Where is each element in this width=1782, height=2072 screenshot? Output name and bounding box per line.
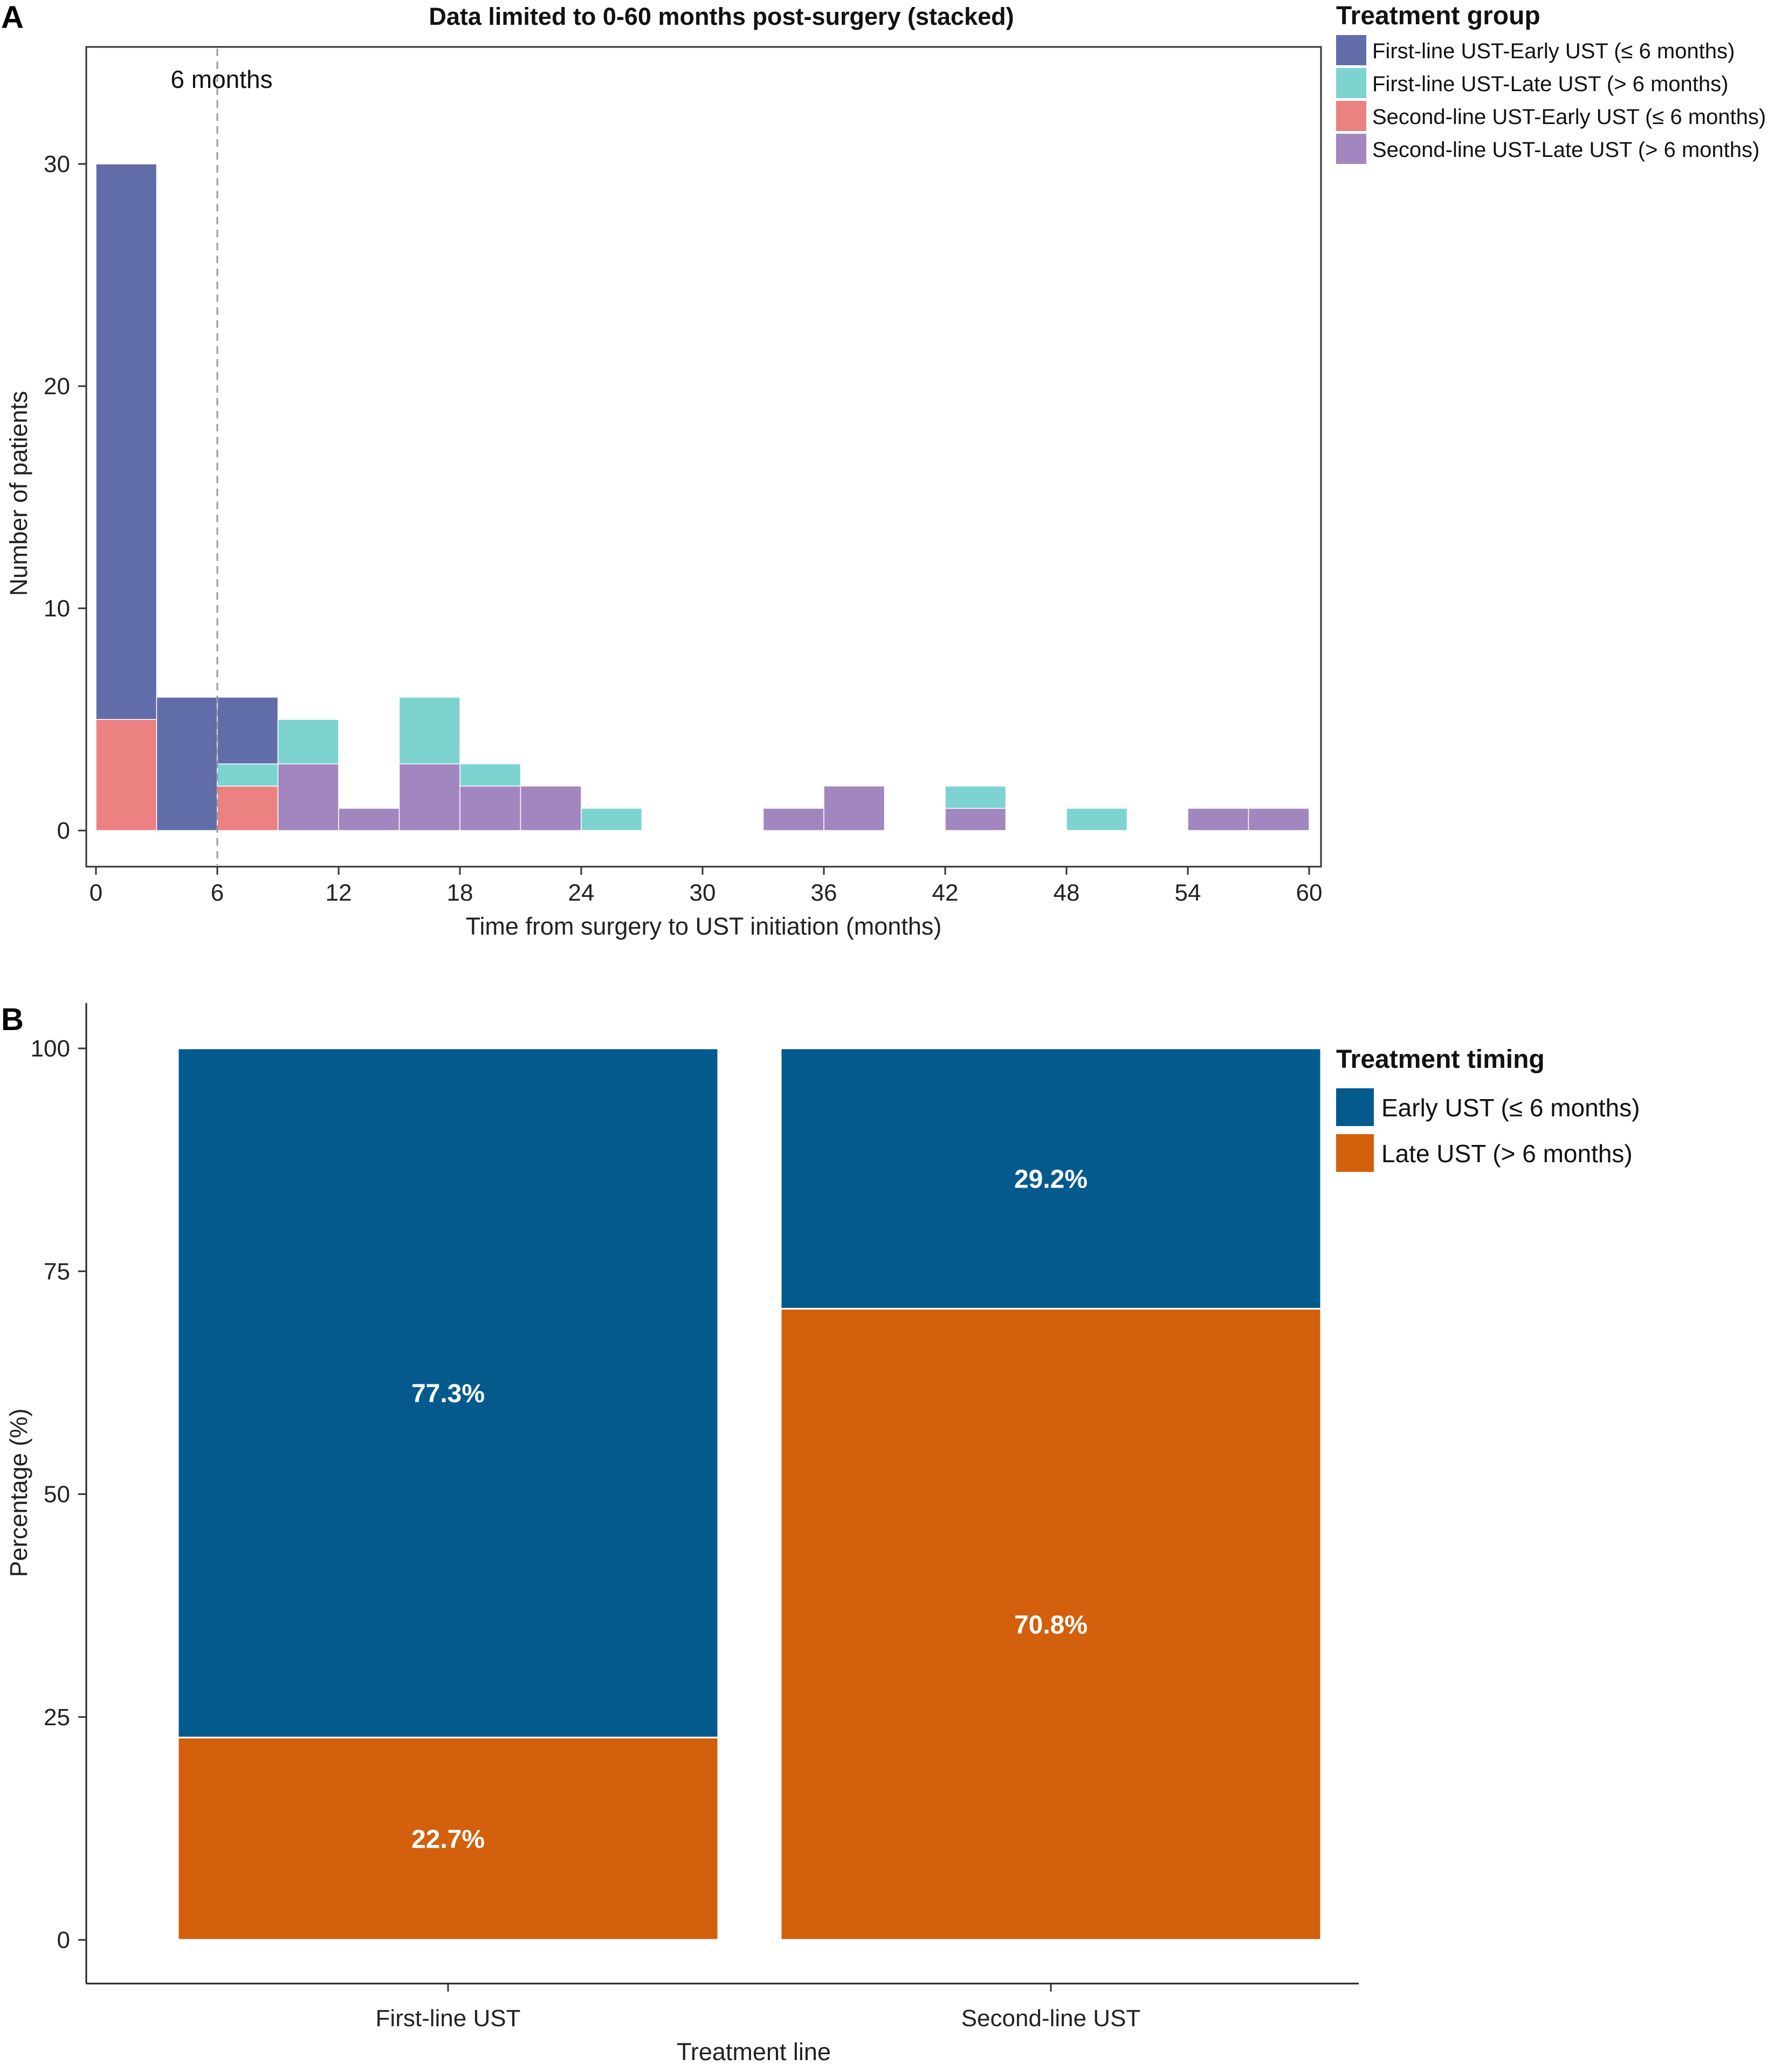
- bar-segment-second-line-ust-late-ust-6-months: [780, 1308, 1322, 1941]
- histogram-bar-first-line-ust-late-ust-6-months-bin-15: [398, 697, 460, 765]
- x-tick-label-60: 60: [1296, 880, 1323, 906]
- histogram-bar-second-line-ust-late-ust-6-months-bin-9: [277, 763, 339, 831]
- y-tick-label-30: 30: [44, 151, 70, 177]
- panel-a-y-axis-title: Number of patients: [5, 391, 32, 596]
- panel-a-legend-title: Treatment group: [1336, 2, 1540, 30]
- x-tick-label-18: 18: [447, 880, 473, 906]
- panel-a-x-axis-title: Time from surgery to UST initiation (mon…: [466, 912, 942, 940]
- legend-label-first-line-ust-late-ust-6-months: First-line UST-Late UST (> 6 months): [1372, 72, 1729, 96]
- x-tick-label-6: 6: [211, 880, 224, 906]
- histogram-bar-second-line-ust-late-ust-6-months-bin-21: [520, 785, 582, 831]
- panel-b-legend: Treatment timing Early UST (≤ 6 months) L…: [1336, 1045, 1640, 1172]
- panel-b-legend-title: Treatment timing: [1336, 1045, 1545, 1074]
- panel-a-y-axis: 0 10 20 30: [44, 151, 86, 844]
- panel-a-letter: A: [1, 0, 24, 35]
- y-tick-label-75: 75: [44, 1258, 70, 1285]
- y-tick-label-10: 10: [44, 595, 70, 622]
- y-tick-label-0: 0: [57, 818, 70, 844]
- legend-label-early-ust-6-months: Early UST (≤ 6 months): [1381, 1094, 1640, 1122]
- x-tick-label-48: 48: [1054, 880, 1080, 906]
- histogram-bar-first-line-ust-early-ust-6-months-bin-3: [156, 697, 218, 831]
- panel-b-y-axis-title: Percentage (%): [5, 1409, 32, 1577]
- legend-swatch-first-line-ust-late-ust-6-months: [1336, 68, 1366, 98]
- histogram-bar-second-line-ust-late-ust-6-months-bin-36: [823, 785, 885, 831]
- x-tick-label-0: 0: [90, 880, 102, 906]
- legend-swatch-early-ust-6-months: [1336, 1088, 1374, 1126]
- y-tick-label-0: 0: [57, 1927, 70, 1953]
- bar-label-second-line-ust-early-ust-6-months: 29.2%: [1014, 1165, 1088, 1193]
- bar-segment-second-line-ust-early-ust-6-months: [780, 1047, 1322, 1310]
- histogram-bar-first-line-ust-late-ust-6-months-bin-42: [945, 785, 1007, 809]
- histogram-bar-second-line-ust-early-ust-6-months-bin-6: [217, 785, 279, 831]
- histogram-bar-second-line-ust-late-ust-6-months-bin-42: [945, 808, 1007, 831]
- panel-b-x-axis-title: Treatment line: [677, 2038, 831, 2066]
- histogram-bar-second-line-ust-late-ust-6-months-bin-12: [338, 808, 400, 831]
- x-tick-label-12: 12: [326, 880, 352, 906]
- bar-label-second-line-ust-late-ust-6-months: 70.8%: [1014, 1611, 1088, 1639]
- bar-label-first-line-ust-late-ust-6-months: 22.7%: [411, 1825, 485, 1854]
- x-tick-label-first-line-ust: First-line UST: [376, 2005, 521, 2032]
- x-tick-label-24: 24: [568, 880, 595, 906]
- histogram-bar-second-line-ust-early-ust-6-months-bin-0: [95, 719, 157, 831]
- histogram-bar-second-line-ust-late-ust-6-months-bin-18: [459, 785, 521, 831]
- histogram-bar-first-line-ust-early-ust-6-months-bin-6: [217, 697, 279, 765]
- legend-swatch-second-line-ust-early-ust-6-months: [1336, 101, 1366, 131]
- x-tick-label-42: 42: [932, 880, 959, 906]
- panel-b-bars: 22.7% 77.3% 70.8% 29.2%: [177, 1047, 1322, 1941]
- legend-swatch-first-line-ust-early-ust-6-months: [1336, 35, 1366, 65]
- panel-a-bars: [95, 163, 1310, 831]
- six-month-reference-label: 6 months: [170, 65, 272, 93]
- y-tick-label-25: 25: [44, 1704, 70, 1731]
- panel-b-stacked-percent: B 22.7% 77.3% 70.8% 29.2% 0 25 50 75 100 First-…: [1, 1002, 1640, 2066]
- x-tick-label-54: 54: [1175, 880, 1201, 906]
- histogram-bar-second-line-ust-late-ust-6-months-bin-57: [1248, 808, 1310, 831]
- y-tick-label-20: 20: [44, 373, 70, 400]
- legend-label-second-line-ust-early-ust-6-months: Second-line UST-Early UST (≤ 6 months): [1372, 105, 1766, 129]
- panel-a-legend: Treatment group First-line UST-Early UST…: [1336, 2, 1766, 164]
- histogram-bar-first-line-ust-early-ust-6-months-bin-0: [95, 163, 157, 720]
- panel-a-x-axis: 0 6 12 18 24 30 36 42 48 54 60: [90, 867, 1323, 906]
- panel-b-letter: B: [1, 1002, 24, 1037]
- panel-a-title: Data limited to 0-60 months post-surgery…: [429, 3, 1014, 30]
- legend-label-second-line-ust-late-ust-6-months: Second-line UST-Late UST (> 6 months): [1372, 138, 1759, 162]
- bar-label-first-line-ust-early-ust-6-months: 77.3%: [411, 1380, 485, 1408]
- x-tick-label-30: 30: [690, 880, 716, 906]
- bar-segment-first-line-ust-early-ust-6-months: [177, 1047, 719, 1739]
- legend-label-late-ust-6-months: Late UST (> 6 months): [1381, 1140, 1633, 1168]
- histogram-bar-first-line-ust-late-ust-6-months-bin-48: [1066, 808, 1128, 831]
- panel-a-histogram: A Data limited to 0-60 months post-surge…: [1, 0, 1766, 940]
- histogram-bar-second-line-ust-late-ust-6-months-bin-54: [1187, 808, 1249, 831]
- x-tick-label-36: 36: [811, 880, 837, 906]
- y-tick-label-100: 100: [31, 1035, 70, 1062]
- histogram-bar-first-line-ust-late-ust-6-months-bin-18: [459, 763, 521, 787]
- histogram-bar-first-line-ust-late-ust-6-months-bin-6: [217, 763, 279, 787]
- panel-b-x-axis: First-line UST Second-line UST: [376, 1984, 1141, 2032]
- y-tick-label-50: 50: [44, 1481, 70, 1508]
- bar-segment-first-line-ust-late-ust-6-months: [177, 1737, 719, 1941]
- legend-label-first-line-ust-early-ust-6-months: First-line UST-Early UST (≤ 6 months): [1372, 39, 1735, 63]
- legend-swatch-late-ust-6-months: [1336, 1134, 1374, 1172]
- legend-swatch-second-line-ust-late-ust-6-months: [1336, 134, 1366, 164]
- histogram-bar-second-line-ust-late-ust-6-months-bin-15: [398, 763, 460, 831]
- x-tick-label-second-line-ust: Second-line UST: [961, 2005, 1141, 2032]
- panel-b-y-axis: 0 25 50 75 100: [31, 1035, 86, 1953]
- histogram-bar-first-line-ust-late-ust-6-months-bin-9: [277, 719, 339, 765]
- histogram-bar-second-line-ust-late-ust-6-months-bin-33: [762, 808, 824, 831]
- histogram-bar-first-line-ust-late-ust-6-months-bin-24: [581, 808, 643, 831]
